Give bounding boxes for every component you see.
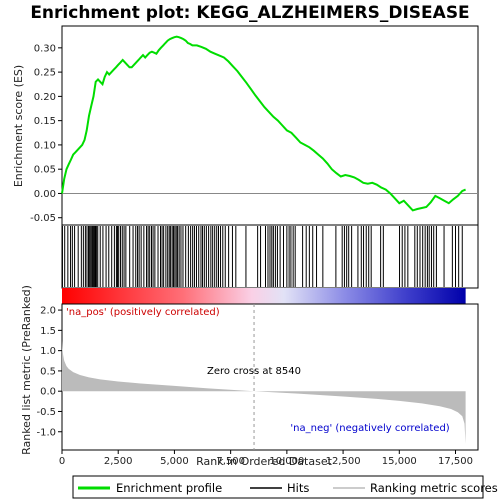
metric-y-tick-label: -0.5	[36, 407, 56, 418]
es-y-tick-label: 0.05	[34, 165, 56, 176]
legend-box	[72, 475, 484, 499]
zero-cross-label: Zero cross at 8540	[207, 366, 301, 377]
es-panel-frame	[61, 25, 479, 226]
es-y-tick-label: 0.10	[34, 140, 56, 151]
metric-panel-frame	[61, 303, 479, 451]
metric-y-tick-label: -1.0	[36, 427, 56, 438]
x-tick-label: 12,500	[326, 456, 361, 467]
es-y-tick-label: -0.05	[30, 213, 56, 224]
metric-y-tick-label: 0.5	[40, 366, 56, 377]
enrichment-profile-line	[61, 35, 466, 212]
chart-title: Enrichment plot: KEGG_ALZHEIMERS_DISEASE	[30, 3, 469, 23]
metric-y-tick-label: 1.5	[40, 326, 56, 337]
metric-y-tick-label: 1.0	[40, 346, 56, 357]
es-y-tick-label: 0.00	[34, 189, 56, 200]
x-tick-label: 10,000	[269, 456, 304, 467]
metric-y-tick-label: 2.0	[40, 306, 56, 317]
metric-y-axis: -1.0 -0.5 0.0 0.5 1.0 1.5 2.0	[36, 306, 62, 438]
pos-correlated-label: 'na_pos' (positively correlated)	[66, 307, 220, 318]
es-y-axis: -0.05 0.00 0.05 0.10 0.15 0.20 0.25 0.30	[30, 43, 62, 224]
x-tick-label: 2,500	[104, 456, 133, 467]
es-y-label: Enrichment score (ES)	[12, 65, 25, 187]
es-y-tick-label: 0.15	[34, 116, 56, 127]
ranking-metric-area	[62, 340, 466, 444]
metric-y-label: Ranked list metric (PreRanked)	[20, 285, 33, 455]
x-tick-label: 5,000	[160, 456, 189, 467]
legend-label-enrichment: Enrichment profile	[116, 481, 222, 495]
legend-label-hits: Hits	[287, 481, 309, 495]
es-y-tick-label: 0.20	[34, 92, 56, 103]
x-tick-label: 15,000	[382, 456, 417, 467]
es-y-tick-label: 0.25	[34, 68, 56, 79]
x-tick-label: 0	[59, 456, 65, 467]
hits-marks	[61, 226, 463, 287]
rank-color-bar	[62, 288, 466, 304]
x-tick-label: 7,500	[216, 456, 245, 467]
metric-y-tick-label: 0.0	[40, 387, 56, 398]
neg-correlated-label: 'na_neg' (negatively correlated)	[290, 423, 449, 434]
x-axis-label: Rank in Ordered Dataset	[196, 455, 333, 468]
legend-label-metric: Ranking metric scores	[370, 481, 498, 495]
x-axis: 0 2,500 5,000 7,500 10,000 12,500 15,000 17,500	[59, 450, 473, 467]
x-tick-label: 17,500	[438, 456, 473, 467]
es-y-tick-label: 0.30	[34, 43, 56, 54]
